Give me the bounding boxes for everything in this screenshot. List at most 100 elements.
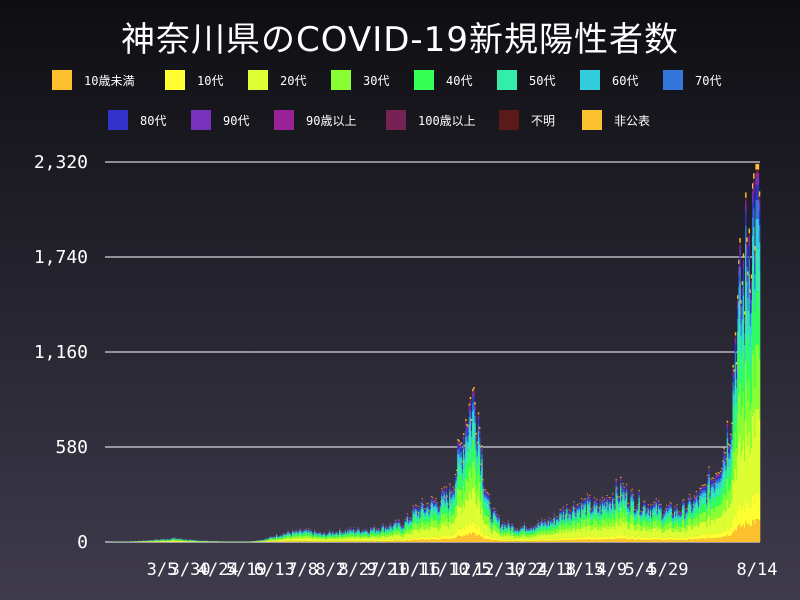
bar-segment bbox=[461, 513, 464, 532]
bar-segment bbox=[397, 520, 399, 522]
bar-segment bbox=[293, 533, 295, 535]
bar-segment bbox=[461, 531, 464, 538]
bar-segment bbox=[388, 534, 390, 537]
bar-segment bbox=[420, 521, 422, 529]
bar-segment bbox=[373, 536, 375, 540]
bar-segment bbox=[294, 533, 296, 535]
bar-segment bbox=[320, 540, 323, 542]
bar-segment bbox=[407, 534, 410, 540]
bar-segment bbox=[387, 531, 389, 535]
bar-segment bbox=[420, 507, 422, 509]
bar-segment bbox=[444, 518, 446, 527]
bar-segment bbox=[387, 527, 389, 529]
bar-segment bbox=[473, 461, 475, 488]
bar-segment bbox=[456, 537, 458, 542]
bar-segment bbox=[465, 430, 467, 438]
bar-segment bbox=[358, 540, 360, 542]
legend-item: 90代 bbox=[191, 109, 249, 131]
bar-segment bbox=[171, 540, 173, 542]
bar-segment bbox=[293, 532, 295, 533]
bar-segment bbox=[413, 510, 416, 511]
bar-segment bbox=[490, 524, 492, 529]
bar-segment bbox=[405, 520, 407, 522]
bar-segment bbox=[456, 532, 458, 538]
bar-segment bbox=[496, 523, 498, 528]
bar-segment bbox=[412, 506, 414, 508]
bar-segment bbox=[430, 506, 433, 512]
bar-segment bbox=[296, 533, 299, 535]
bar-segment bbox=[308, 534, 310, 538]
bar-segment bbox=[477, 474, 480, 497]
bar-segment bbox=[327, 540, 329, 542]
bar-segment bbox=[465, 421, 467, 422]
bar-segment bbox=[358, 533, 360, 536]
bar-segment bbox=[473, 439, 475, 462]
bar-segment bbox=[375, 530, 378, 532]
bar-segment bbox=[434, 536, 436, 540]
bar-segment bbox=[453, 491, 456, 494]
bar-segment bbox=[395, 527, 397, 531]
legend-item: 非公表 bbox=[582, 109, 650, 131]
bar-segment bbox=[327, 535, 329, 537]
bar-segment bbox=[450, 495, 452, 498]
bar-segment bbox=[427, 515, 429, 522]
bar-segment bbox=[305, 528, 308, 530]
bar-segment bbox=[429, 507, 432, 509]
bar-segment bbox=[473, 387, 475, 390]
bar-segment bbox=[305, 530, 308, 532]
bar-segment bbox=[319, 540, 321, 542]
bar-segment bbox=[313, 531, 316, 533]
bar-segment bbox=[478, 438, 481, 444]
bar-segment bbox=[293, 532, 295, 534]
bar-segment bbox=[266, 539, 269, 541]
bar-segment bbox=[507, 540, 510, 542]
bar-segment bbox=[493, 519, 496, 525]
bar-segment bbox=[431, 498, 434, 500]
bar-segment bbox=[456, 480, 458, 487]
bar-segment bbox=[449, 534, 451, 539]
bar-segment bbox=[322, 535, 325, 537]
bar-segment bbox=[477, 456, 480, 475]
bar-segment bbox=[270, 538, 272, 540]
bar-segment bbox=[492, 537, 495, 540]
bar-segment bbox=[344, 533, 347, 536]
bar-segment bbox=[319, 534, 321, 536]
bar-segment bbox=[468, 533, 471, 542]
bar-segment bbox=[349, 529, 351, 531]
bar-segment bbox=[301, 538, 303, 541]
bar-segment bbox=[308, 532, 310, 535]
bar-segment bbox=[480, 475, 482, 482]
bar-segment bbox=[451, 535, 453, 539]
bar-segment bbox=[503, 530, 505, 533]
bar-segment bbox=[337, 536, 340, 538]
bar-segment bbox=[452, 505, 455, 514]
bar-segment bbox=[478, 465, 481, 482]
bar-segment bbox=[414, 506, 417, 509]
bar-segment bbox=[460, 443, 463, 445]
bar-segment bbox=[303, 537, 305, 541]
bar-segment bbox=[472, 392, 474, 393]
bar-segment bbox=[181, 540, 184, 541]
bar-segment bbox=[481, 477, 483, 492]
bar-segment bbox=[375, 531, 378, 533]
bar-segment bbox=[459, 507, 461, 530]
bar-segment bbox=[402, 527, 404, 528]
bar-segment bbox=[324, 534, 326, 536]
bar-segment bbox=[458, 506, 460, 529]
bar-segment bbox=[506, 526, 508, 528]
bar-segment bbox=[179, 539, 182, 541]
bar-segment bbox=[419, 514, 421, 516]
bar-segment bbox=[399, 530, 402, 533]
bar-segment bbox=[504, 524, 506, 526]
bar-segment bbox=[426, 503, 428, 505]
bar-segment bbox=[328, 541, 331, 542]
bar-segment bbox=[390, 535, 393, 540]
bar-segment bbox=[394, 522, 396, 524]
bar-segment bbox=[413, 530, 416, 538]
bar-segment bbox=[413, 537, 416, 540]
bar-segment bbox=[426, 504, 428, 506]
bar-segment bbox=[488, 525, 490, 536]
y-tick-label: 1,160 bbox=[34, 342, 88, 363]
bar-segment bbox=[445, 486, 448, 488]
bar-segment bbox=[318, 538, 320, 541]
